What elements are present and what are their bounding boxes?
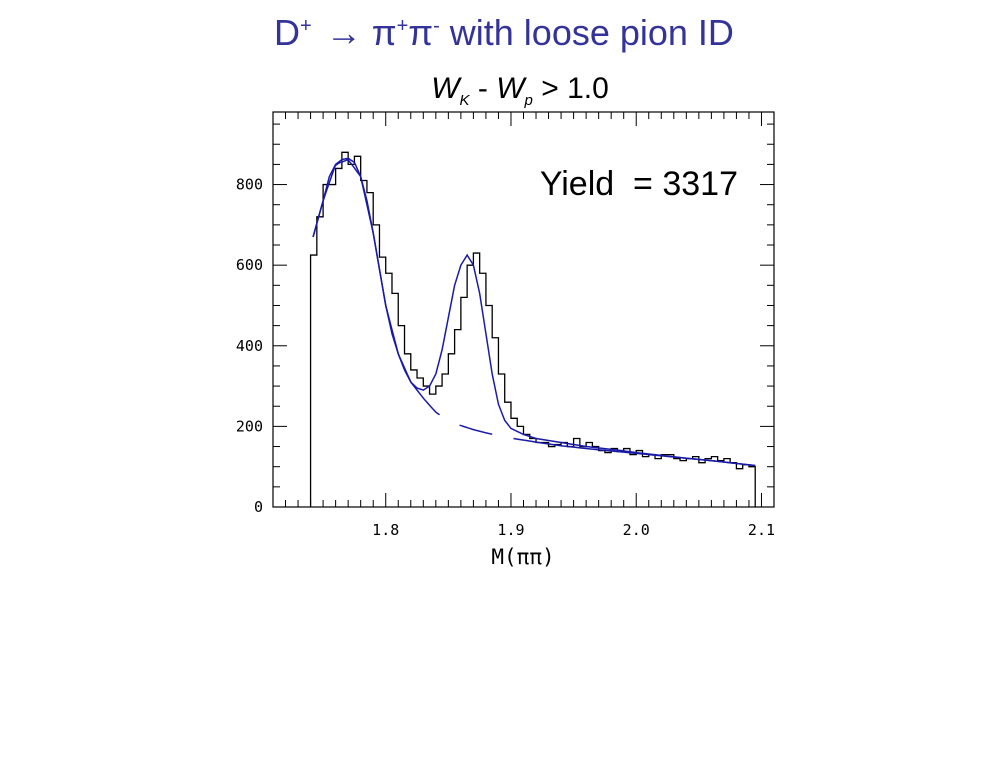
plot-heading: WK - Wp > 1.0: [0, 72, 1008, 109]
heading-cut: > 1.0: [532, 72, 609, 105]
title-pi-plus: π: [371, 12, 397, 53]
y-tick-label: 0: [254, 498, 263, 516]
heading-sub-p: p: [524, 92, 533, 109]
y-tick-label: 400: [236, 337, 263, 355]
title-pi-minus: π: [408, 12, 434, 53]
heading-w-k: W: [431, 72, 460, 105]
title-superscript-plus-2: +: [396, 15, 409, 37]
fit-series: [312, 157, 756, 467]
yield-annotation: Yield = 3317: [540, 165, 738, 203]
title-superscript-plus: +: [300, 15, 312, 37]
tick-labels: 1.8 1.9 2.0 2.1 0 200 400 600 800: [236, 176, 775, 539]
x-tick-label: 2.0: [623, 521, 650, 539]
background-segment: [459, 424, 493, 435]
background-fit-series: [312, 158, 756, 467]
title-suffix: with loose pion ID: [439, 12, 734, 53]
heading-minus: -: [469, 72, 497, 105]
heading-w-p: W: [496, 72, 525, 105]
title-prefix: D: [274, 12, 301, 53]
background-segment: [312, 158, 440, 416]
x-tick-label: 1.9: [497, 521, 524, 539]
y-tick-label: 800: [236, 176, 263, 194]
title-superscript-minus: -: [433, 15, 440, 37]
heading-sub-k: K: [459, 92, 470, 109]
x-tick-label: 2.1: [748, 521, 775, 539]
histogram-series: [309, 151, 756, 507]
x-tick-label: 1.8: [372, 521, 399, 539]
slide-title: D+ → π+π- with loose pion ID: [0, 12, 1008, 54]
y-tick-label: 600: [236, 256, 263, 274]
x-axis-title: M(ππ): [491, 545, 554, 569]
axis-ticks: [272, 112, 775, 508]
arrow-icon: →: [325, 12, 362, 53]
y-tick-label: 200: [236, 417, 263, 435]
